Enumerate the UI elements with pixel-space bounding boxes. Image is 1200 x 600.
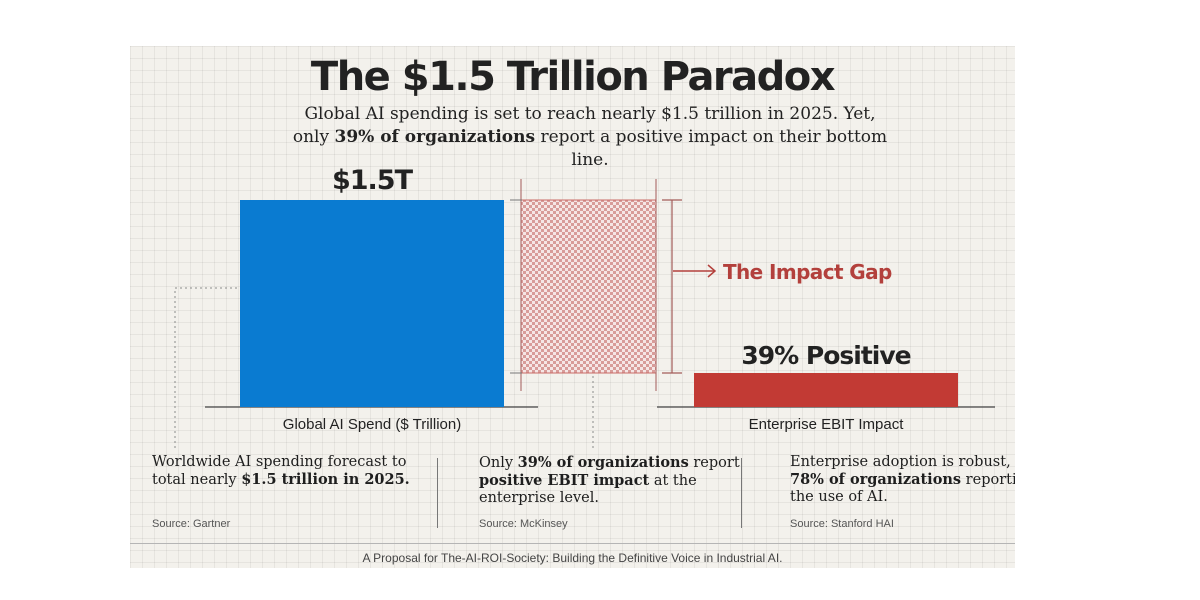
note-ebit: Only 39% of organizations report positiv… [479,454,749,507]
note-2-segment: positive EBIT impact [479,472,650,489]
subtitle: Global AI spending is set to reach nearl… [285,103,895,172]
divider-2 [741,458,742,528]
subtitle-emphasis: 39% of organizations [334,127,536,147]
note-3-segment: reporting the use of AI. [790,472,1015,505]
leader-line-spend [174,287,367,451]
note-2-segment: Only [479,455,518,471]
impact-gap-block [520,199,657,374]
note-1-segment: $1.5 trillion in 2025. [241,471,410,488]
note-2-segment: report [688,455,740,471]
note-1-segment: Worldwide AI spending forecast to total … [152,454,407,488]
category-label-spend: Global AI Spend ($ Trillion) [283,416,461,433]
divider-1 [437,458,438,528]
footer: A Proposal for The-AI-ROI-Society: Build… [362,551,783,565]
gap-arrow-head [707,264,717,278]
bar-chart: $1.5T 39% Positive The Impact Gap Global AI… [174,165,995,451]
note-spending: Worldwide AI spending forecast to total … [152,454,422,489]
data-label-impact: 39% Positive [741,341,910,370]
bar-global-ai-spend [240,200,504,407]
source-mckinsey: Source: McKinsey [479,518,568,530]
impact-gap-annotation: The Impact Gap [723,260,892,284]
page-title: The $1.5 Trillion Paradox [310,54,836,100]
source-gartner: Source: Gartner [152,518,231,530]
subtitle-text-2: report a positive impact on their bottom… [535,127,888,170]
note-2-segment: 39% of organizations [517,454,689,471]
note-2-segment: at the enterprise level. [479,473,697,506]
bar-enterprise-ebit-impact [694,373,958,407]
note-adoption: Enterprise adoption is robust, with 78% … [790,454,1015,506]
footer-rule [130,543,1015,544]
category-label-impact: Enterprise EBIT Impact [749,416,905,433]
note-3-segment: Enterprise adoption is robust, with [790,454,1015,470]
source-stanford: Source: Stanford HAI [790,518,894,530]
note-3-segment: 78% of organizations [790,471,962,488]
infographic: The $1.5 Trillion Paradox Global AI spen… [130,46,1015,568]
data-label-spend: $1.5T [332,165,414,196]
subtitle-text-1: Global AI spending is set to reach nearl… [292,104,876,147]
